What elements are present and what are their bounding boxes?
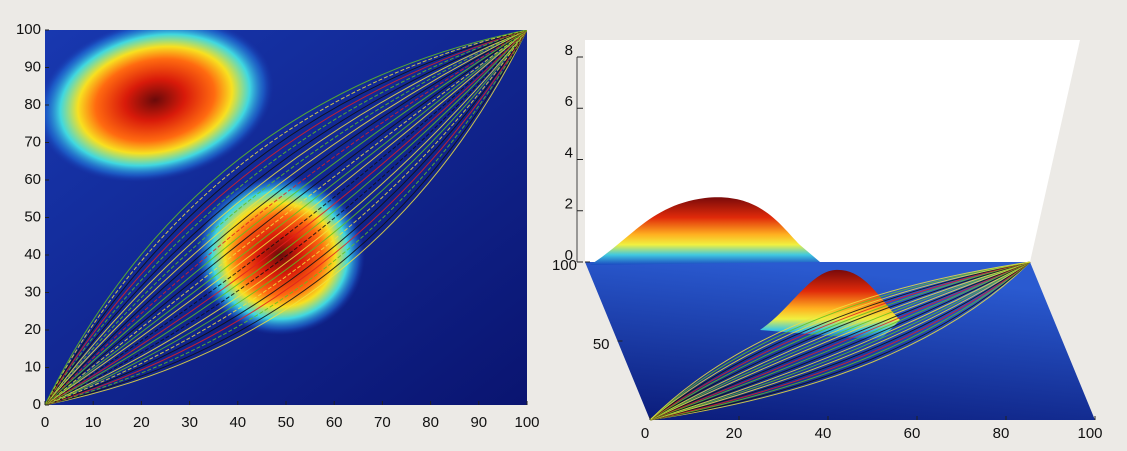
y-tick-label: 70: [24, 133, 41, 150]
figure: 0102030405060708090100010203040506070809…: [0, 0, 1127, 451]
x-tick-label: 100: [1077, 425, 1102, 442]
surface-panel: [585, 40, 1095, 420]
x-tick-label: 0: [641, 425, 649, 442]
x-tick-label: 100: [514, 414, 539, 431]
heatmap-panel: [21, 0, 527, 405]
heat-blob: [195, 175, 365, 335]
x-tick-label: 80: [422, 414, 439, 431]
x-tick-label: 90: [470, 414, 487, 431]
x-tick-label: 0: [41, 414, 49, 431]
x-tick-label: 60: [904, 425, 921, 442]
x-tick-label: 50: [278, 414, 295, 431]
y-tick-label: 50: [24, 208, 41, 225]
y-tick-label: 60: [24, 171, 41, 188]
x-tick-label: 20: [726, 425, 743, 442]
z-tick-label: 4: [565, 144, 573, 161]
y-tick-label: 100: [16, 21, 41, 38]
y-tick-label: 50: [593, 336, 610, 353]
y-tick-label: 40: [24, 246, 41, 263]
x-tick-label: 20: [133, 414, 150, 431]
z-tick-label: 0: [565, 247, 573, 264]
x-tick-label: 80: [993, 425, 1010, 442]
y-tick-label: 90: [24, 58, 41, 75]
z-tick-label: 2: [565, 196, 573, 213]
y-tick-label: 20: [24, 321, 41, 338]
x-tick-label: 40: [229, 414, 246, 431]
x-tick-label: 70: [374, 414, 391, 431]
x-tick-label: 40: [815, 425, 832, 442]
y-tick-label: 80: [24, 96, 41, 113]
z-tick-label: 6: [565, 93, 573, 110]
z-tick-label: 8: [565, 42, 573, 59]
x-tick-label: 60: [326, 414, 343, 431]
x-tick-label: 30: [181, 414, 198, 431]
y-tick-label: 30: [24, 283, 41, 300]
y-tick-label: 0: [33, 396, 41, 413]
y-tick-label: 10: [24, 358, 41, 375]
x-tick-label: 10: [85, 414, 102, 431]
